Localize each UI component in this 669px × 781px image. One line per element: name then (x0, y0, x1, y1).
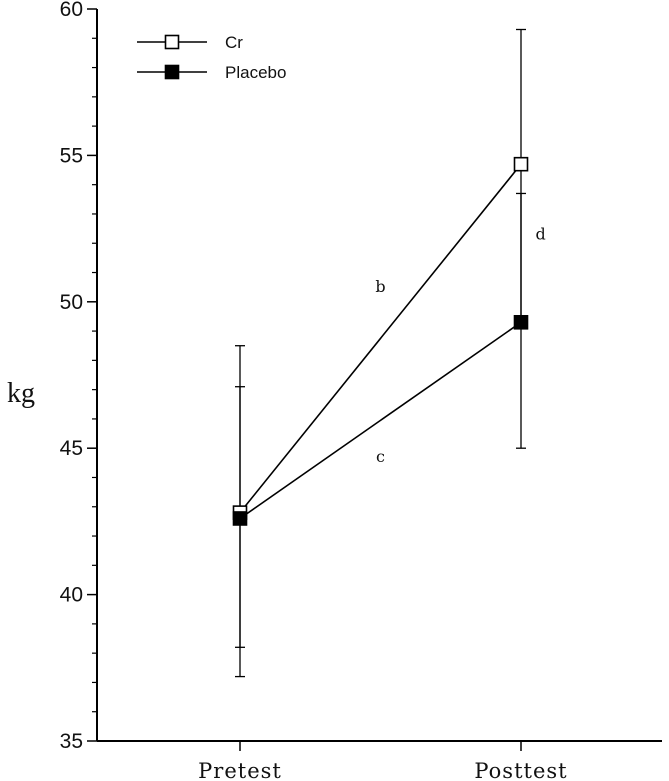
y-tick-label: 40 (60, 584, 83, 607)
annotation-label: d (536, 224, 546, 243)
legend-marker (164, 64, 180, 80)
annotation-label: b (375, 277, 385, 296)
series-line (239, 163, 522, 514)
x-tick-label: Pretest (198, 759, 282, 781)
y-tick-label: 55 (60, 144, 83, 167)
legend: Cr Placebo (137, 33, 286, 82)
series-layer (232, 28, 529, 678)
axes: 35 40 45 50 55 60 Pretest Posttest kg (7, 0, 662, 781)
x-tick-label: Posttest (474, 759, 567, 781)
legend-label: Placebo (225, 63, 286, 82)
annotation-label: c (376, 447, 385, 466)
data-point (513, 314, 529, 330)
y-tick-label: 35 (60, 730, 83, 753)
y-tick-label: 45 (60, 437, 83, 460)
data-point (513, 156, 529, 172)
y-tick-label: 60 (60, 0, 83, 21)
series-line (239, 321, 522, 520)
y-tick-label: 50 (60, 291, 83, 314)
annotations: b c d (375, 224, 545, 466)
legend-label: Cr (225, 33, 243, 52)
y-axis-label: kg (7, 378, 35, 409)
data-point (232, 511, 248, 526)
legend-marker (164, 34, 180, 50)
